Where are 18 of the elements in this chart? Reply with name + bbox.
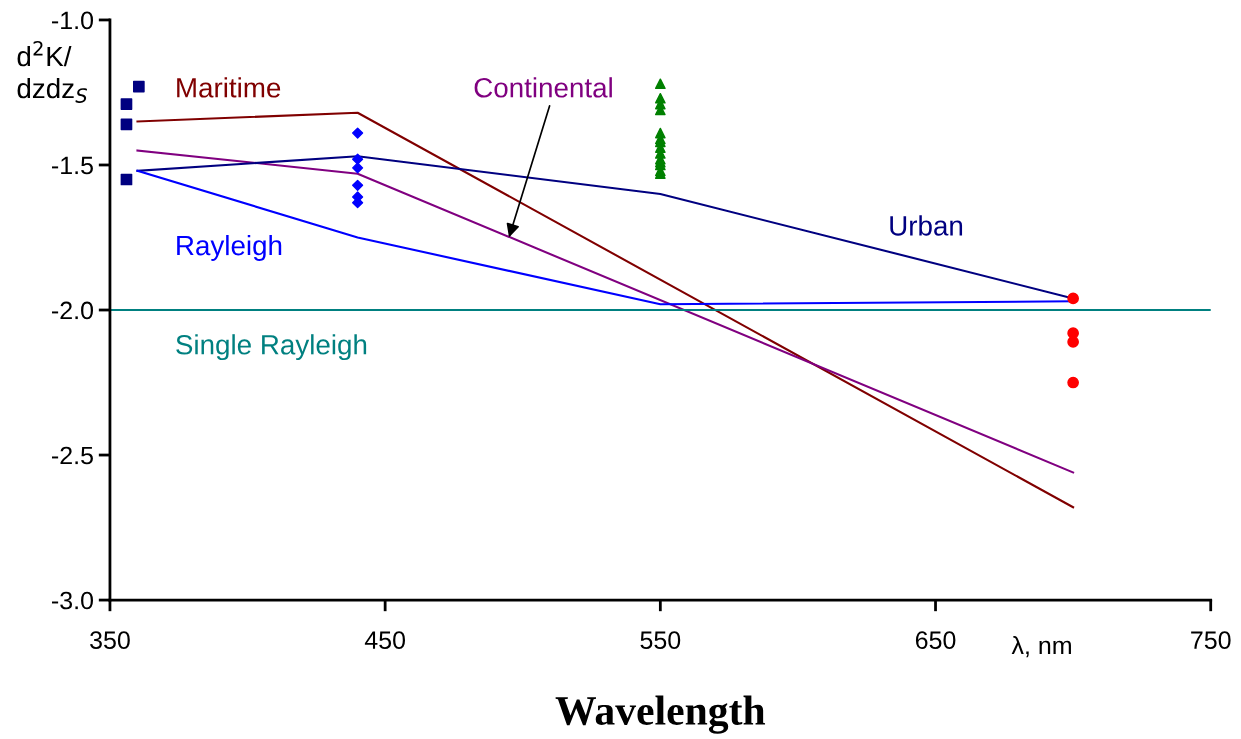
y-tick-label: -1.0 (52, 11, 94, 30)
x-axis-title: Wavelength (555, 695, 766, 734)
y-tick-label: -2.5 (52, 446, 93, 465)
series-label: Urban (890, 215, 963, 236)
x-tick-label: 350 (90, 631, 130, 649)
y-tick-label: -3.0 (52, 591, 94, 610)
annotation: Continental (474, 77, 612, 98)
y-tick-label: -2.0 (52, 301, 94, 320)
series-label: Maritime (177, 77, 281, 98)
series-label: Rayleigh (177, 234, 282, 261)
x-tick-label: 550 (640, 631, 681, 649)
y-axis-title: d$^{2}$K/ dzdz$_{S}$ (17, 41, 88, 103)
text: λ, nm (1011, 635, 1071, 658)
x-tick-label: 450 (364, 631, 406, 649)
y-tick-label: -1.5 (52, 156, 93, 175)
x-tick-label: 750 (1191, 631, 1231, 649)
ref-line-label: Single Rayleigh (176, 334, 367, 361)
x-tick-label: 650 (915, 631, 956, 649)
